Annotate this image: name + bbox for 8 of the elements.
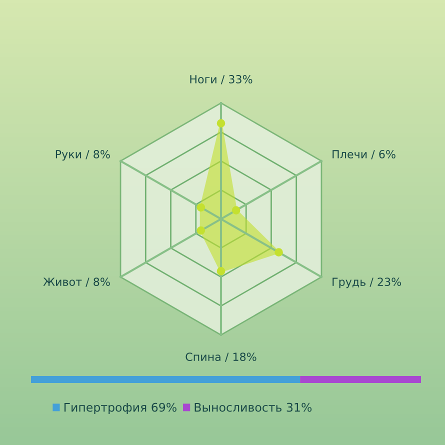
spoke-label: Спина / 18%: [186, 352, 256, 362]
spoke-label: Грудь / 23%: [332, 278, 402, 288]
legend-label: Гипертрофия 69%: [64, 402, 176, 414]
spoke-label: Живот / 8%: [43, 278, 110, 287]
spoke-label: Руки / 8%: [56, 150, 110, 161]
spoke-label: Ноги / 33%: [190, 75, 252, 84]
spoke-label: Плечи / 6%: [332, 150, 396, 160]
legend-label: Выносливость 31%: [194, 402, 312, 412]
